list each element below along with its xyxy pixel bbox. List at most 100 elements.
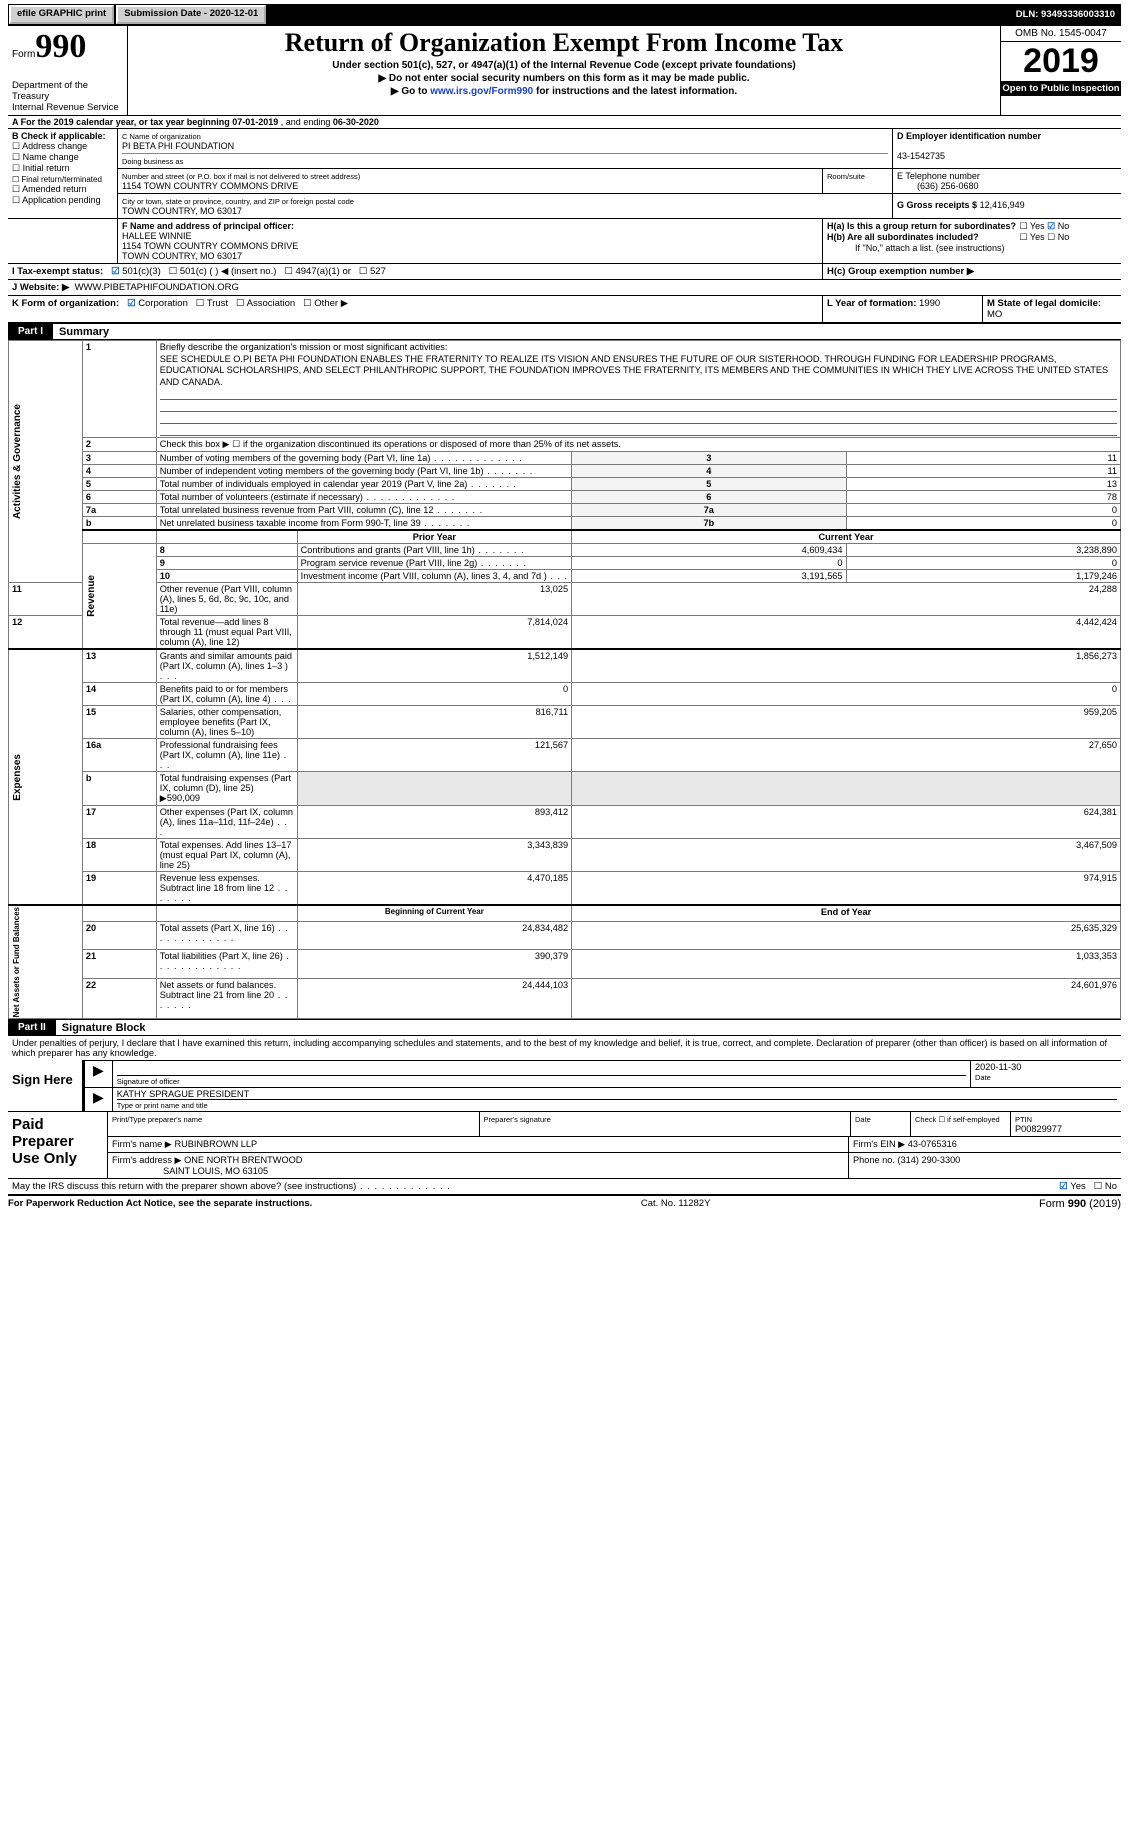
sig-date: 2020-11-30 (975, 1062, 1021, 1072)
hdr-boy: Beginning of Current Year (297, 905, 571, 922)
officer-addr2: TOWN COUNTRY, MO 63017 (122, 251, 242, 261)
paid-preparer-block: Paid Preparer Use Only Print/Type prepar… (8, 1111, 1121, 1178)
row-k: K Form of organization: Corporation Trus… (8, 295, 1121, 323)
cb-501c[interactable]: 501(c) ( ) ◀ (insert no.) (169, 266, 277, 277)
hdr-eoy: End of Year (572, 905, 1121, 922)
l7a: Total unrelated business revenue from Pa… (160, 505, 483, 515)
c3: Date (855, 1115, 871, 1124)
cb-other[interactable]: Other ▶ (303, 298, 348, 309)
cb-amended-return[interactable]: Amended return (12, 184, 87, 194)
part2-title: Signature Block (56, 1022, 146, 1034)
j-label: J Website: ▶ (12, 282, 69, 293)
cb-final-return[interactable]: Final return/terminated (12, 175, 102, 184)
c19: 974,915 (572, 872, 1121, 906)
cb-501c3[interactable]: 501(c)(3) (111, 266, 161, 277)
c4: Check ☐ if self-employed (915, 1115, 1000, 1124)
l14: Benefits paid to or for members (Part IX… (160, 684, 292, 704)
submission-date-button[interactable]: Submission Date - 2020-12-01 (116, 5, 266, 24)
form-subtitle: Under section 501(c), 527, or 4947(a)(1)… (136, 60, 992, 71)
m-label: M State of legal domicile: (987, 298, 1101, 309)
row-a-mid: , and ending (278, 117, 333, 127)
l15: Salaries, other compensation, employee b… (160, 707, 282, 737)
c13: 1,856,273 (572, 649, 1121, 683)
l11: Other revenue (Part VIII, column (A), li… (160, 584, 292, 614)
hdr-current: Current Year (572, 530, 1121, 544)
ha-yes[interactable]: Yes (1020, 221, 1045, 231)
cb-corp[interactable]: Corporation (127, 298, 188, 309)
perjury-text: Under penalties of perjury, I declare th… (8, 1036, 1121, 1060)
hb-label: H(b) Are all subordinates included? (827, 232, 1017, 242)
l5: Total number of individuals employed in … (160, 479, 517, 489)
hb-yes[interactable]: Yes (1020, 232, 1045, 242)
sig-arrow-icon (85, 1061, 113, 1087)
c10: 1,179,246 (846, 570, 1120, 583)
cb-527[interactable]: 527 (359, 266, 386, 277)
part1-tag: Part I (8, 324, 53, 339)
c22: 24,601,976 (572, 978, 1121, 1019)
p22: 24,444,103 (297, 978, 571, 1019)
dept-treasury: Department of the Treasury Internal Reve… (12, 80, 123, 113)
p13: 1,512,149 (297, 649, 571, 683)
l20: Total assets (Part X, line 16) (160, 923, 289, 943)
type-name-label: Type or print name and title (117, 1101, 208, 1110)
bullet-goto-post: for instructions and the latest informat… (533, 86, 737, 97)
cb-assoc[interactable]: Association (236, 298, 295, 309)
cb-initial-return[interactable]: Initial return (12, 163, 70, 173)
hb-no[interactable]: No (1047, 232, 1069, 242)
city: TOWN COUNTRY, MO 63017 (122, 206, 242, 216)
cb-4947[interactable]: 4947(a)(1) or (284, 266, 351, 277)
cb-name-change[interactable]: Name change (12, 152, 79, 162)
part1-title: Summary (53, 326, 109, 338)
c1: Print/Type preparer's name (112, 1115, 202, 1124)
sign-here-label: Sign Here (8, 1060, 78, 1111)
l6: Total number of volunteers (estimate if … (160, 492, 456, 502)
efile-print-button[interactable]: efile GRAPHIC print (9, 5, 114, 24)
street: 1154 TOWN COUNTRY COMMONS DRIVE (122, 181, 298, 191)
website: WWW.PIBETAPHIFOUNDATION.ORG (75, 282, 239, 293)
l7b: Net unrelated business taxable income fr… (160, 518, 471, 528)
row-a-pre: A For the 2019 calendar year, or tax yea… (12, 117, 232, 127)
l12: Total revenue—add lines 8 through 11 (mu… (160, 617, 292, 647)
may-no[interactable]: No (1094, 1181, 1117, 1192)
p9: 0 (572, 557, 846, 570)
cb-trust[interactable]: Trust (196, 298, 228, 309)
sign-here-block: Sign Here Signature of officer 2020-11-3… (8, 1060, 1121, 1111)
vlabel-na: Net Assets or Fund Balances (12, 907, 40, 1017)
open-to-public: Open to Public Inspection (1001, 81, 1121, 96)
box-d-label: D Employer identification number (897, 131, 1041, 141)
top-bar: efile GRAPHIC print Submission Date - 20… (8, 4, 1121, 25)
l13: Grants and similar amounts paid (Part IX… (160, 651, 292, 681)
foot-right-pre: Form (1039, 1198, 1068, 1210)
cb-address-change[interactable]: Address change (12, 141, 87, 151)
p10: 3,191,565 (572, 570, 846, 583)
p8: 4,609,434 (572, 544, 846, 557)
firm-addr1: ONE NORTH BRENTWOOD (184, 1155, 302, 1165)
gross-receipts: 12,416,949 (980, 200, 1025, 210)
firm-ein: 43-0765316 (908, 1139, 957, 1149)
v7a: 0 (846, 504, 1120, 517)
dln-value: DLN: 93493336003310 (1016, 9, 1121, 20)
v4: 11 (846, 465, 1120, 478)
c8: 3,238,890 (846, 544, 1120, 557)
org-name: PI BETA PHI FOUNDATION (122, 141, 234, 151)
v5: 13 (846, 478, 1120, 491)
may-yes[interactable]: Yes (1059, 1181, 1086, 1192)
k-label: K Form of organization: (12, 298, 119, 309)
part1-header: Part I Summary (8, 323, 1121, 340)
c14: 0 (572, 683, 1121, 706)
cb-app-pending[interactable]: Application pending (12, 195, 101, 205)
header-boxes-2: F Name and address of principal officer:… (8, 218, 1121, 263)
bullet-goto-pre: Go to (391, 86, 430, 97)
p16a: 121,567 (297, 739, 571, 772)
ha-no[interactable]: No (1047, 221, 1069, 231)
irs-link[interactable]: www.irs.gov/Form990 (430, 86, 533, 97)
c12: 4,442,424 (572, 616, 1121, 650)
period-start: 07-01-2019 (232, 117, 278, 127)
state-domicile: MO (987, 309, 1002, 320)
v3: 11 (846, 452, 1120, 465)
p11: 13,025 (297, 583, 571, 616)
hb-note: If "No," attach a list. (see instruction… (827, 243, 1117, 253)
l2: Check this box ▶ ☐ if the organization d… (156, 438, 1120, 452)
telephone: (636) 256-0680 (897, 181, 979, 191)
ein: 43-1542735 (897, 151, 945, 161)
